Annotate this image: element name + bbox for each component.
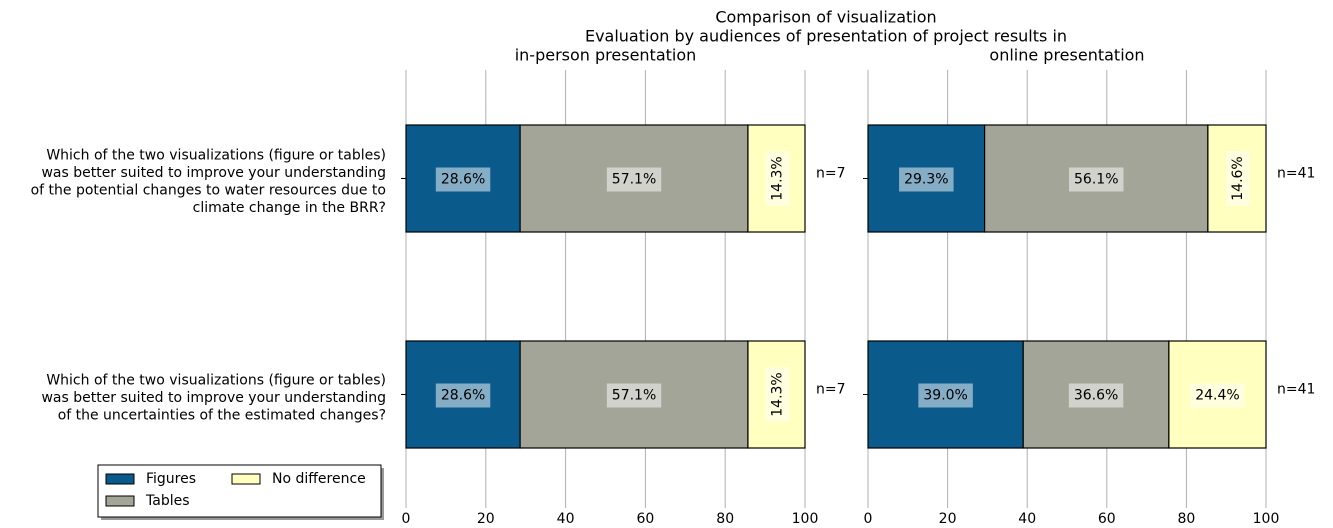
category-label: of the uncertainties of the estimated ch…	[58, 407, 386, 423]
value-label-box	[899, 167, 954, 192]
annotation: n=41	[1277, 382, 1315, 398]
figure-subtitle: Evaluation by audiences of presentation …	[585, 27, 1067, 46]
category-label: was better suited to improve your unders…	[41, 390, 386, 406]
x-tick-label: 100	[792, 511, 819, 527]
x-tick-label: 60	[636, 511, 654, 527]
value-label-group: 56.1%	[1069, 167, 1124, 192]
category-label: Which of the two visualizations (figure …	[46, 372, 386, 388]
legend-label: No difference	[272, 471, 366, 487]
value-label-group: 28.6%	[435, 167, 491, 192]
value-label: 56.1%	[1074, 172, 1118, 188]
x-tick-label: 0	[864, 511, 873, 527]
value-label: 29.3%	[904, 172, 948, 188]
value-label: 14.3%	[769, 156, 785, 200]
value-label-group: 24.4%	[1190, 383, 1245, 408]
x-tick-label: 100	[1253, 511, 1280, 527]
value-label: 24.4%	[1195, 388, 1239, 404]
value-label-group: 57.1%	[606, 383, 662, 408]
annotation: n=7	[816, 166, 846, 182]
x-tick-label: 40	[1018, 511, 1036, 527]
legend-swatch	[105, 473, 135, 485]
value-label-group: 57.1%	[606, 167, 662, 192]
value-label: 39.0%	[923, 388, 967, 404]
value-label-box	[435, 167, 491, 192]
value-label: 28.6%	[441, 388, 485, 404]
panel-title: online presentation	[989, 46, 1144, 65]
category-label: Which of the two visualizations (figure …	[46, 148, 386, 164]
legend-swatch	[105, 495, 135, 507]
annotation: n=41	[1277, 166, 1315, 182]
value-label-box	[435, 383, 491, 408]
figure-title: Comparison of visualization	[715, 8, 936, 27]
x-tick-label: 80	[716, 511, 734, 527]
bar-segment	[867, 124, 986, 233]
value-label-group: 14.3%	[765, 151, 790, 206]
value-label-group: 14.6%	[1225, 151, 1250, 206]
value-label-box	[1069, 167, 1124, 192]
value-label: 28.6%	[441, 172, 485, 188]
x-tick-label: 40	[557, 511, 575, 527]
value-label: 57.1%	[612, 172, 656, 188]
value-label-group: 14.3%	[765, 367, 790, 422]
value-label-box	[1225, 151, 1250, 206]
annotation: n=7	[816, 382, 846, 398]
x-tick-label: 80	[1177, 511, 1195, 527]
value-label-group: 29.3%	[899, 167, 954, 192]
value-label-box	[918, 383, 973, 408]
value-label: 14.6%	[1230, 156, 1246, 200]
x-tick-label: 60	[1098, 511, 1116, 527]
value-label-box	[765, 367, 790, 422]
value-label: 14.3%	[769, 372, 785, 416]
legend-label: Figures	[146, 471, 196, 487]
x-tick-label: 20	[477, 511, 495, 527]
value-label-group: 28.6%	[435, 383, 491, 408]
legend-label: Tables	[145, 493, 190, 509]
category-label: climate change in the BRR?	[193, 200, 386, 216]
value-label-group: 36.6%	[1068, 383, 1124, 408]
legend-swatch	[231, 473, 261, 485]
x-tick-label: 0	[402, 511, 411, 527]
category-label: of the potential changes to water resour…	[31, 183, 386, 199]
value-label: 36.6%	[1074, 388, 1118, 404]
value-label-box	[1068, 383, 1124, 408]
value-label-box	[606, 383, 662, 408]
panel-title: in-person presentation	[515, 46, 697, 65]
category-label: was better suited to improve your unders…	[41, 165, 386, 181]
value-label: 57.1%	[612, 388, 656, 404]
value-label-box	[1190, 383, 1245, 408]
value-label-group: 39.0%	[918, 383, 973, 408]
value-label-box	[606, 167, 662, 192]
x-tick-label: 20	[939, 511, 957, 527]
value-label-box	[765, 151, 790, 206]
